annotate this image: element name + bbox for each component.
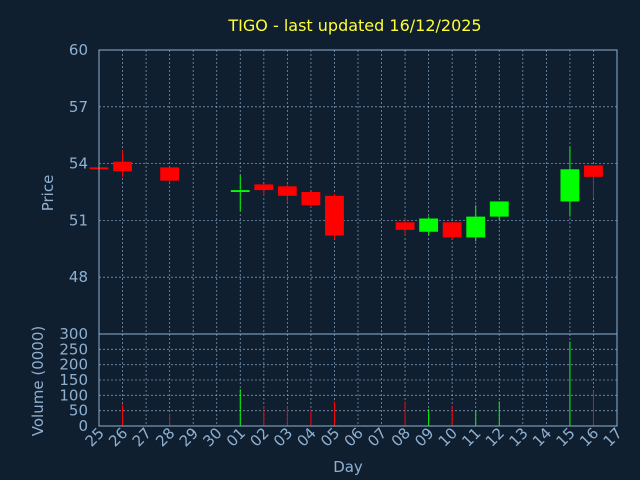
chart-title: TIGO - last updated 16/12/2025 <box>227 16 481 35</box>
price-tick-label: 60 <box>69 41 88 59</box>
candle-body <box>160 167 180 181</box>
candle-body <box>560 169 580 202</box>
candles-layer <box>89 146 603 242</box>
volume-axis-label: Volume (0000) <box>29 326 47 436</box>
volume-panel-frame <box>98 333 618 427</box>
price-tick-label: 57 <box>69 98 88 116</box>
volume-tick-label: 100 <box>59 386 88 404</box>
candle-body <box>584 165 603 177</box>
price-tick-label: 51 <box>69 211 88 229</box>
candle-body <box>277 186 297 196</box>
candle-body <box>230 190 250 192</box>
price-tick-label: 48 <box>69 268 88 286</box>
candle-body <box>489 201 509 217</box>
candle-body <box>254 184 274 191</box>
volume-tick-label: 250 <box>59 340 88 358</box>
candle-body <box>113 161 132 172</box>
x-axis-label: Day <box>333 458 363 476</box>
candle-body <box>301 192 321 206</box>
candle-body <box>466 216 486 238</box>
price-tick-label: 54 <box>69 155 88 173</box>
candle-body <box>442 222 462 238</box>
candle-body <box>325 195 344 236</box>
price-axis-label: Price <box>39 175 57 212</box>
volume-tick-label: 300 <box>59 325 88 343</box>
volume-tick-label: 150 <box>59 371 88 389</box>
candle-body <box>395 222 415 230</box>
volume-bars-layer <box>98 341 594 426</box>
volume-tick-label: 200 <box>59 356 88 374</box>
volume-tick-label: 0 <box>78 417 88 435</box>
candle-body <box>419 218 439 232</box>
volume-tick-label: 50 <box>69 402 88 420</box>
